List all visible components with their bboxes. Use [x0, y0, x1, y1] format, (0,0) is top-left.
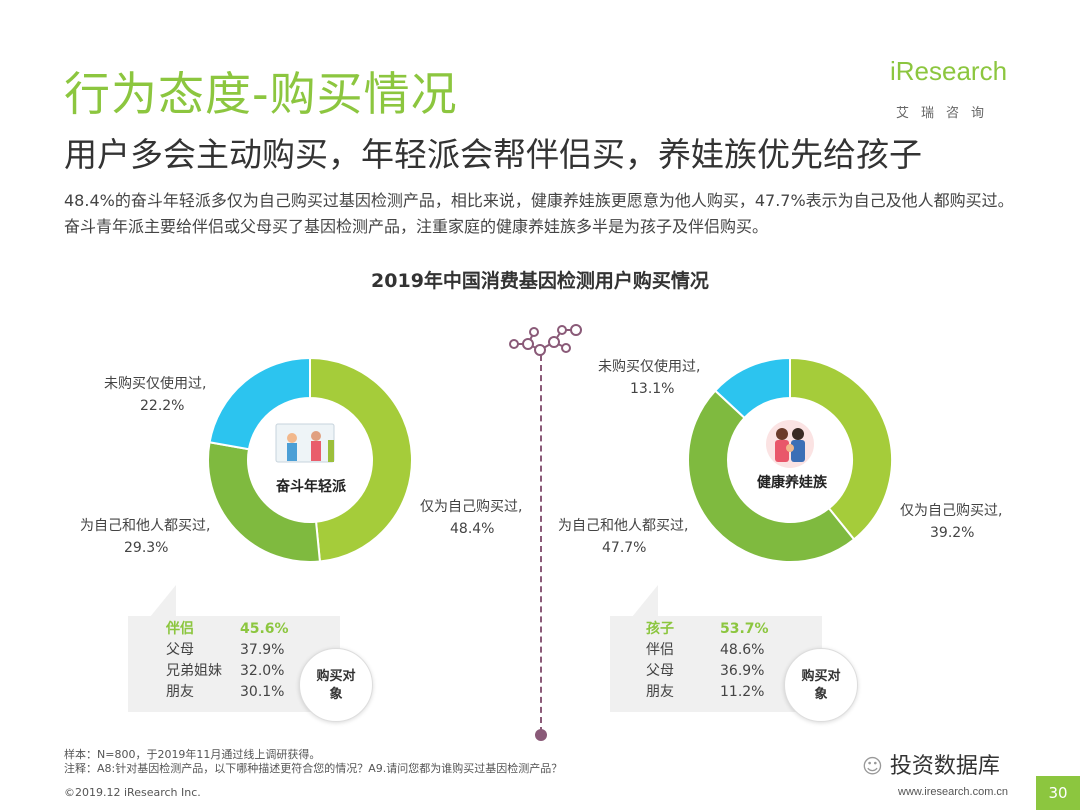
right-target-row: 父母 36.9% — [646, 663, 765, 679]
logo-text: iResearch — [890, 56, 1008, 86]
logo-subtext: 艾瑞咨询 — [896, 106, 997, 121]
donut-slice — [789, 356, 893, 541]
slice-value: 47.7% — [602, 540, 647, 556]
summary-text: 48.4%的奋斗年轻派多仅为自己购买过基因检测产品，相比来说，健康养娃族更愿意为… — [64, 191, 1014, 236]
slice-value: 39.2% — [930, 525, 975, 541]
page-title: 行为态度-购买情况 — [64, 67, 458, 121]
slice-value: 22.2% — [140, 398, 185, 414]
page-subtitle: 用户多会主动购买，年轻派会帮伴侣买，养娃族优先给孩子 — [64, 135, 922, 174]
left-target-row: 伴侣 45.6% — [166, 621, 289, 637]
left-slice-label-both: 为自己和他人都买过, 29.3% — [80, 515, 210, 559]
iresearch-logo: iResearch 艾瑞咨询 — [890, 56, 1030, 126]
right-slice-label-self: 仅为自己购买过, 39.2% — [900, 500, 1002, 544]
wechat-account-name: 投资数据库 — [889, 754, 1000, 779]
left-donut-center-label: 奋斗年轻派 — [276, 479, 346, 495]
right-box-pointer — [632, 585, 658, 617]
purchase-label-text: 购买对象 — [801, 669, 841, 702]
left-box-pointer — [150, 585, 176, 617]
slice-name: 未购买仅使用过, — [104, 376, 207, 392]
donut-slice — [713, 356, 791, 420]
center-divider — [540, 355, 542, 733]
copyright: ©2019.12 iResearch Inc. — [64, 786, 201, 799]
website-url: www.iresearch.com.cn — [898, 786, 1009, 798]
chart-title: 2019年中国消费基因检测用户购买情况 — [371, 270, 709, 292]
donut-slice — [309, 356, 413, 563]
slice-name: 仅为自己购买过, — [900, 503, 1003, 519]
wechat-icon: ☺ — [862, 754, 883, 778]
purchase-label-text: 购买对象 — [316, 669, 356, 702]
donut-slice — [207, 441, 322, 563]
right-target-row: 朋友 11.2% — [646, 684, 765, 700]
left-target-row: 父母 37.9% — [166, 642, 285, 658]
footnotes: 样本：N=800，于2019年11月通过线上调研获得。 注释：A8:针对基因检测… — [64, 748, 562, 776]
slice-name: 未购买仅使用过, — [598, 359, 701, 375]
slice-value: 48.4% — [450, 521, 495, 537]
left-target-row: 朋友 30.1% — [166, 684, 285, 700]
donut-slice — [687, 389, 856, 563]
slice-value: 29.3% — [124, 540, 169, 556]
slice-name: 仅为自己购买过, — [420, 499, 523, 515]
question-note: 注释：A8:针对基因检测产品，以下哪种描述更符合您的情况？A9.请问您都为谁购买… — [64, 762, 563, 775]
wechat-watermark: ☺ 投资数据库 — [862, 748, 1000, 780]
molecule-icon — [509, 324, 582, 356]
slice-value: 13.1% — [630, 381, 675, 397]
page-number: 30 — [1036, 776, 1080, 810]
slice-name: 为自己和他人都买过, — [80, 518, 211, 534]
left-slice-label-self: 仅为自己购买过, 48.4% — [420, 496, 522, 540]
sample-note: 样本：N=800，于2019年11月通过线上调研获得。 — [64, 748, 321, 761]
right-purchase-target-label: 购买对象 — [784, 648, 858, 722]
right-target-row: 伴侣 48.6% — [646, 642, 765, 658]
slice-name: 为自己和他人都买过, — [558, 518, 689, 534]
left-purchase-target-label: 购买对象 — [299, 648, 373, 722]
right-donut-center-label: 健康养娃族 — [757, 475, 827, 491]
donut-slice — [208, 356, 311, 451]
right-target-row: 孩子 53.7% — [646, 621, 769, 637]
right-slice-label-unpurchased: 未购买仅使用过, 13.1% — [598, 356, 700, 400]
family-illustration-icon — [766, 420, 814, 468]
right-slice-label-both: 为自己和他人都买过, 47.7% — [558, 515, 688, 559]
divider-dot — [535, 729, 547, 741]
young-people-illustration-icon — [275, 423, 335, 463]
left-slice-label-unpurchased: 未购买仅使用过, 22.2% — [104, 373, 206, 417]
left-target-row: 兄弟姐妹 32.0% — [166, 663, 285, 679]
